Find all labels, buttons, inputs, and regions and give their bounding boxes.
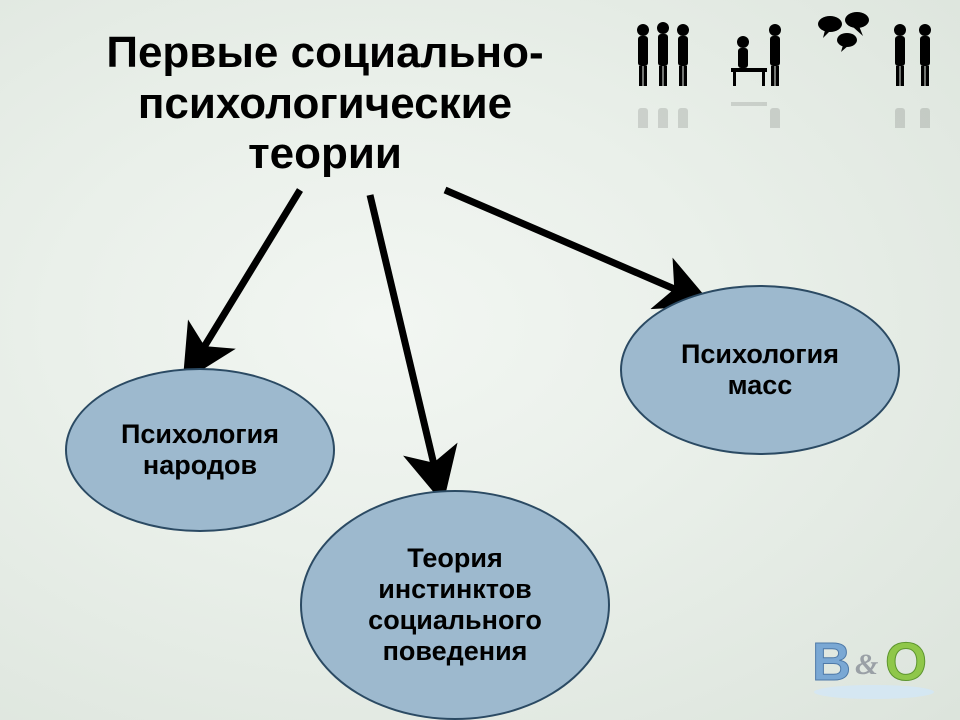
svg-text:B: B xyxy=(812,632,851,692)
bubble-peoples: Психология народов xyxy=(65,368,335,532)
people-silhouettes-decoration xyxy=(625,8,945,128)
bubble-masses: Психология масс xyxy=(620,285,900,455)
bubble-instincts: Теория инстинктов социального поведения xyxy=(300,490,610,720)
arrow xyxy=(190,190,300,370)
svg-text:O: O xyxy=(885,632,927,692)
arrow xyxy=(445,190,700,300)
bubble-label: Психология народов xyxy=(121,419,279,481)
bubble-label: Теория инстинктов социального поведения xyxy=(368,543,542,667)
svg-text:&: & xyxy=(855,648,878,681)
slide-title: Первые социально- психологические теории xyxy=(65,28,585,180)
slide: Первые социально- психологические теории… xyxy=(0,0,960,720)
bao-logo-decoration: B & O xyxy=(807,622,942,702)
arrow xyxy=(370,195,440,490)
bubble-label: Психология масс xyxy=(681,339,839,401)
